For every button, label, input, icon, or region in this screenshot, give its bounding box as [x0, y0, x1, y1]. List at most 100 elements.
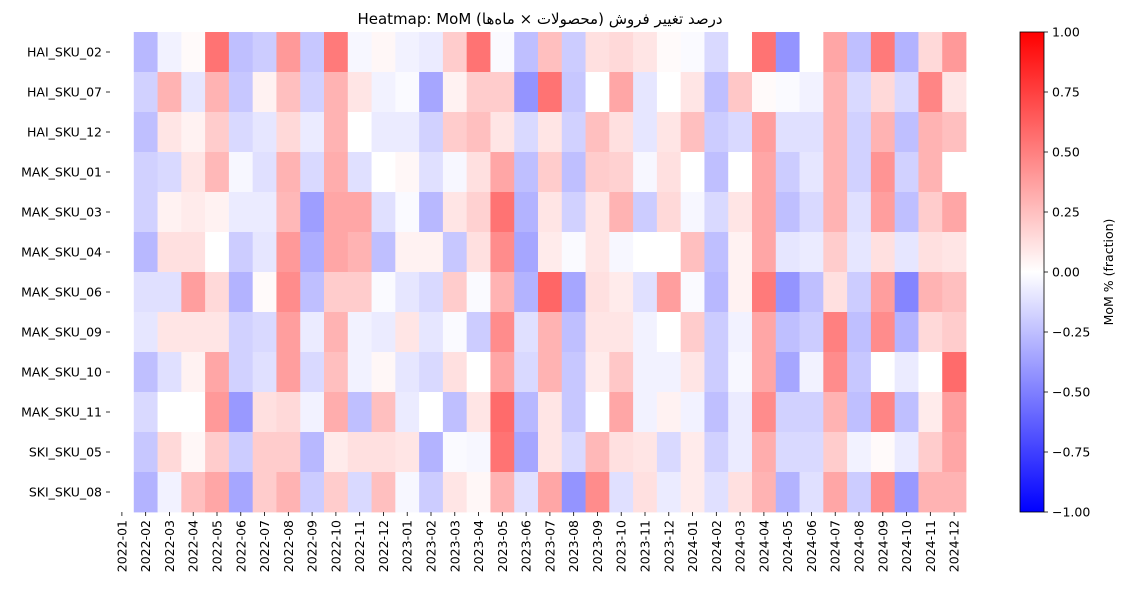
heatmap-cell — [656, 32, 682, 73]
heatmap-cell — [609, 352, 634, 393]
heatmap-cell — [133, 472, 158, 513]
heatmap-cell — [918, 192, 943, 233]
heatmap-cell — [680, 432, 705, 473]
heatmap-cell — [870, 192, 896, 233]
heatmap-cell — [514, 472, 539, 513]
heatmap-cell — [157, 152, 182, 193]
heatmap-cell — [157, 472, 182, 513]
colorbar-tick-label: 0.25 — [1052, 205, 1080, 220]
heatmap-cell — [419, 352, 444, 393]
heatmap-cell — [799, 312, 824, 353]
heatmap-cell — [490, 352, 515, 393]
heatmap-cell — [561, 472, 586, 513]
heatmap-cell — [371, 312, 396, 353]
heatmap-cell — [181, 472, 206, 513]
heatmap-cell — [847, 152, 872, 193]
row-label: MAK_SKU_03 — [21, 205, 102, 220]
heatmap-cell — [918, 112, 943, 153]
heatmap-cell — [252, 352, 277, 393]
row-label: MAK_SKU_09 — [21, 325, 102, 340]
heatmap-cell — [276, 72, 301, 113]
heatmap-cell — [395, 112, 420, 153]
heatmap-cell — [775, 272, 800, 313]
heatmap-cell — [775, 432, 800, 473]
heatmap-cell — [490, 32, 515, 73]
heatmap-cell — [609, 272, 634, 313]
heatmap-cell — [514, 312, 539, 353]
heatmap-cell — [775, 72, 800, 113]
heatmap-cell — [181, 152, 206, 193]
heatmap-cell — [157, 392, 182, 433]
heatmap-cell — [133, 32, 158, 73]
heatmap-cell — [395, 32, 420, 73]
heatmap-cell — [205, 472, 230, 513]
heatmap-cell — [205, 112, 230, 153]
heatmap-cell — [371, 152, 396, 193]
heatmap-cell — [442, 392, 468, 433]
heatmap-cell — [133, 72, 158, 113]
heatmap-cell — [680, 32, 705, 73]
heatmap-cell — [395, 72, 420, 113]
heatmap-cell — [300, 32, 325, 73]
heatmap-cell — [847, 472, 872, 513]
heatmap-cell — [728, 392, 753, 433]
heatmap-cell — [538, 32, 563, 73]
heatmap-cell — [324, 272, 349, 313]
heatmap-cell — [276, 352, 301, 393]
column-label: 2022-10 — [328, 520, 343, 572]
heatmap-cell — [894, 192, 919, 233]
heatmap-cell — [490, 152, 515, 193]
heatmap-cell — [918, 32, 943, 73]
heatmap-cell — [918, 352, 943, 393]
heatmap-cell — [490, 392, 515, 433]
heatmap-cell — [157, 432, 182, 473]
heatmap-cell — [252, 272, 277, 313]
colorbar: 1.00 0.75 0.50 0.25 0.00 −0.25 −0.50 −0.75 −1.00… — [1019, 25, 1116, 520]
column-label: 2024-05 — [780, 520, 795, 572]
colorbar-tick-label: 1.00 — [1052, 25, 1080, 40]
heatmap-cell — [538, 192, 563, 233]
heatmap-cell — [609, 32, 634, 73]
heatmap-cell — [395, 272, 420, 313]
heatmap-cell — [395, 312, 420, 353]
heatmap-cell — [752, 432, 777, 473]
column-label: 2024-10 — [899, 520, 914, 572]
heatmap-cell — [680, 192, 705, 233]
heatmap-cell — [775, 192, 800, 233]
heatmap-cell — [870, 432, 896, 473]
heatmap-cell — [775, 32, 800, 73]
heatmap-cell — [157, 352, 182, 393]
heatmap-cell — [157, 32, 182, 73]
heatmap-cell — [300, 472, 325, 513]
column-label: 2024-12 — [947, 520, 962, 572]
heatmap-cell — [205, 392, 230, 433]
heatmap-cell — [752, 352, 777, 393]
heatmap-cell — [300, 272, 325, 313]
heatmap-cell — [538, 472, 563, 513]
column-label: 2022-09 — [305, 520, 320, 572]
column-label: 2023-06 — [519, 520, 534, 572]
heatmap-cell — [918, 272, 943, 313]
heatmap-cell — [157, 312, 182, 353]
heatmap-cell — [609, 232, 634, 273]
heatmap-cell — [728, 152, 753, 193]
heatmap-cell — [490, 472, 515, 513]
heatmap-cell — [228, 432, 254, 473]
heatmap-cell — [894, 312, 919, 353]
heatmap-cell — [228, 112, 254, 153]
heatmap-cell — [847, 312, 872, 353]
heatmap-cell — [609, 472, 634, 513]
heatmap-cell — [823, 232, 848, 273]
heatmap-cell — [252, 432, 277, 473]
heatmap-cell — [633, 192, 658, 233]
heatmap-cell — [847, 112, 872, 153]
heatmap-cell — [466, 232, 491, 273]
heatmap-cell — [181, 272, 206, 313]
column-label: 2024-08 — [852, 520, 867, 572]
heatmap-cell — [728, 32, 753, 73]
heatmap-cell — [252, 472, 277, 513]
heatmap-cell — [347, 32, 372, 73]
heatmap-cell — [347, 392, 372, 433]
row-label: HAI_SKU_07 — [27, 85, 102, 100]
heatmap-cell — [823, 312, 848, 353]
